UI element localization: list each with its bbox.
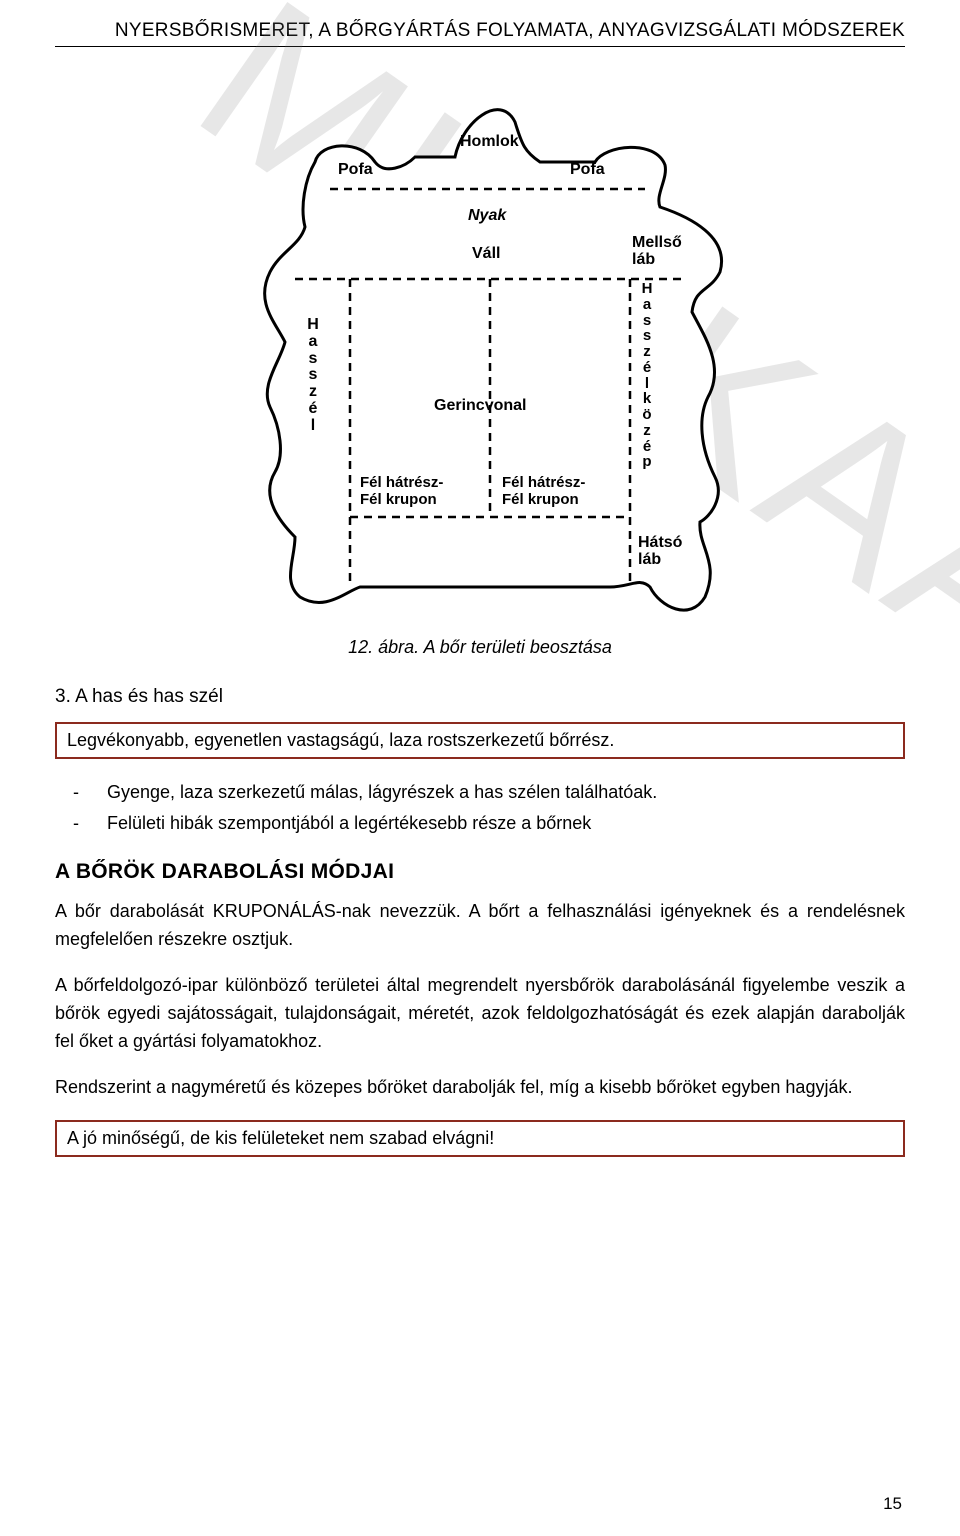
- bullet-list: - Gyenge, laza szerkezetű málas, lágyrés…: [55, 777, 905, 838]
- figure-caption: 12. ábra. A bőr területi beosztása: [55, 637, 905, 658]
- label-vall: Váll: [472, 245, 500, 263]
- label-mellso-lab: Mellsőláb: [632, 235, 682, 269]
- label-fel-hatresz-right: Fél hátrész-Fél krupon: [502, 475, 585, 508]
- page-number: 15: [883, 1494, 902, 1514]
- list-item: - Felületi hibák szempontjából a legérté…: [55, 808, 905, 839]
- label-fel-hatresz-left: Fél hátrész-Fél krupon: [360, 475, 443, 508]
- list-item-text: Gyenge, laza szerkezetű málas, lágyrésze…: [107, 777, 657, 808]
- highlight-box-2: A jó minőségű, de kis felületeket nem sz…: [55, 1120, 905, 1157]
- paragraph: A bőrfeldolgozó-ipar különböző területei…: [55, 972, 905, 1056]
- dash-icon: -: [55, 808, 107, 839]
- paragraph: Rendszerint a nagyméretű és közepes bőrö…: [55, 1074, 905, 1102]
- label-homlok: Homlok: [460, 133, 519, 151]
- page-header: NYERSBŐRISMERET, A BŐRGYÁRTÁS FOLYAMATA,…: [55, 20, 905, 47]
- label-hasszelkozep: Hasszélközép: [640, 281, 654, 470]
- list-item: - Gyenge, laza szerkezetű málas, lágyrés…: [55, 777, 905, 808]
- label-gerincvonal: Gerincvonal: [434, 397, 526, 415]
- label-nyak: Nyak: [468, 207, 506, 225]
- section-h2: A BŐRÖK DARABOLÁSI MÓDJAI: [55, 860, 905, 884]
- hide-diagram: Pofa Homlok Pofa Nyak Váll Mellsőláb Has…: [200, 67, 760, 627]
- label-pofa-right: Pofa: [570, 161, 605, 179]
- dash-icon: -: [55, 777, 107, 808]
- label-hatso-lab: Hátsóláb: [638, 535, 682, 569]
- paragraph: A bőr darabolását KRUPONÁLÁS-nak nevezzü…: [55, 898, 905, 954]
- section-title: 3. A has és has szél: [55, 686, 905, 708]
- label-hasszel: Hasszél: [306, 317, 320, 435]
- label-pofa-left: Pofa: [338, 161, 373, 179]
- list-item-text: Felületi hibák szempontjából a legértéke…: [107, 808, 591, 839]
- highlight-box-1: Legvékonyabb, egyenetlen vastagságú, laz…: [55, 722, 905, 759]
